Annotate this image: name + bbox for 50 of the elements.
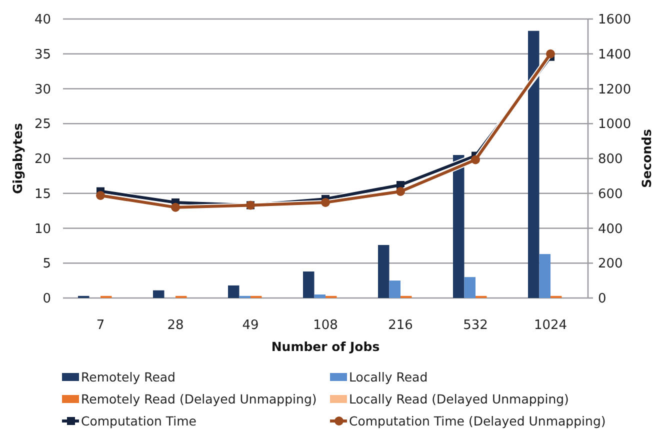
y-tick-label: 40 <box>34 12 51 28</box>
y2-tick-label: 600 <box>598 186 623 202</box>
y-tick-label: 5 <box>42 256 51 272</box>
bar <box>303 271 314 298</box>
bar <box>528 30 540 298</box>
y-tick-label: 25 <box>34 117 51 132</box>
legend-label: Locally Read <box>349 370 428 384</box>
bar <box>453 155 464 298</box>
point <box>321 198 330 207</box>
y2-tick-label: 1000 <box>598 117 632 132</box>
y-tick-label: 35 <box>34 47 51 62</box>
bar <box>314 294 326 298</box>
y-tick-label: 10 <box>34 222 51 237</box>
x-axis-title: Number of Jobs <box>271 339 380 354</box>
x-tick-label: 1024 <box>534 318 568 333</box>
y2-tick-label: 200 <box>598 256 623 272</box>
point <box>471 155 480 164</box>
point <box>96 190 105 200</box>
y-axis-title: Gigabytes <box>10 123 25 194</box>
y2-tick-label: 1600 <box>598 12 632 28</box>
y2-tick-label: 400 <box>598 222 623 237</box>
y-tick-label: 20 <box>34 152 51 167</box>
x-tick-label: 7 <box>96 318 105 333</box>
legend-label: Remotely Read (Delayed Unmapping) <box>81 392 317 406</box>
point <box>396 186 405 196</box>
legend-label: Computation Time (Delayed Unmapping) <box>349 414 606 428</box>
bar <box>464 277 476 298</box>
bar <box>389 280 400 298</box>
x-tick-label: 532 <box>463 318 488 333</box>
legend-label: Locally Read (Delayed Unmapping) <box>349 392 569 406</box>
y2-tick-label: 1400 <box>598 47 632 62</box>
y2-tick-label: 0 <box>598 292 606 306</box>
x-tick-label: 28 <box>167 318 184 333</box>
bar <box>378 244 390 298</box>
y2-tick-label: 800 <box>598 152 623 167</box>
bar <box>539 254 550 298</box>
y2-tick-label: 1200 <box>598 82 632 98</box>
y-tick-label: 0 <box>42 292 51 306</box>
point <box>546 49 555 58</box>
y-tick-label: 30 <box>34 82 51 98</box>
x-tick-label: 108 <box>313 318 338 333</box>
y2-axis-title: Seconds <box>639 129 654 188</box>
y-tick-label: 15 <box>34 186 51 202</box>
point <box>171 202 180 212</box>
x-tick-label: 49 <box>242 318 259 333</box>
legend-label: Remotely Read <box>81 370 176 384</box>
legend-label: Computation Time <box>81 414 197 428</box>
bar <box>153 290 164 298</box>
x-tick-label: 216 <box>388 318 413 333</box>
bar <box>228 285 240 298</box>
